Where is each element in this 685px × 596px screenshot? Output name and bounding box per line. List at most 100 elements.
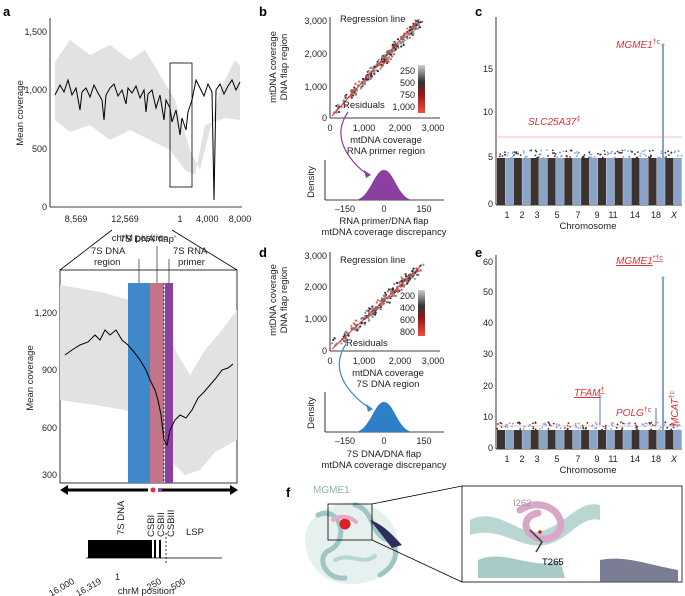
xtick: 11 [608,454,617,464]
panel-d-yticks: 3,000 2,000 1,000 0 [304,251,327,356]
xtick: 1,000 [353,123,376,133]
scatter-point [412,267,415,270]
chromosome-band [513,158,522,205]
xtick: 5 [554,454,559,464]
scatter-point [373,65,376,68]
panel-c-xticks: 1 2 3 5 7 9 11 14 18 X [504,210,678,220]
snp-point [601,428,603,431]
panel-d-xlabel-2: 7S DNA region [357,379,420,390]
snp-point [677,421,680,424]
map-label-7s-dna: 7S DNA [116,500,127,535]
chromosome-band [555,158,564,205]
snp-point [667,150,670,153]
snp-point [606,151,609,154]
snp-point [511,155,514,158]
scatter-point [365,74,368,77]
snp-point [561,154,563,157]
scatter-point [375,69,378,72]
ytick: 5 [488,152,493,162]
chromosome-band [530,158,539,205]
chromosome-band [606,430,615,449]
scatter-point [411,29,414,33]
snp-point [627,150,630,153]
snp-point [569,156,571,158]
snp-point [636,426,639,428]
scatter-point [347,334,350,337]
snp-point [566,427,569,430]
panel-b-ylabel-2: DNA flap region [279,34,290,101]
scatter-point [383,58,386,61]
chromosome-band [631,430,640,449]
snp-point [542,423,545,425]
chromosome-band [497,430,506,449]
xtick: X [670,454,678,464]
panel-e-hit-tfam: TFAM† [574,387,604,399]
panel-d-density-xlabel-1: 7S DNA/DNA flap [347,449,421,460]
panel-letter-a: a [3,4,11,19]
scatter-point [354,328,357,332]
coverage-line-top [54,78,241,201]
chromosome-band [614,158,623,205]
snp-point [547,428,550,430]
highlight-helix [331,514,358,524]
snp-point [555,423,558,426]
ytick: 2,000 [304,282,327,292]
snp-point [673,151,676,154]
ytick: 1,000 [304,314,327,324]
ytick: 3,000 [304,16,327,26]
sheet-ribbon [333,554,377,562]
scatter-point [410,276,413,279]
xtick: 1 [115,572,120,582]
inset-connector-top [371,485,463,505]
snp-point [538,153,541,156]
snp-point [590,153,593,156]
snp-point [532,427,535,430]
scatter-point [405,36,408,39]
xtick: 1,000 [353,356,376,366]
xtick: 14 [630,454,640,464]
scatter-point [405,282,409,285]
snp-point [534,421,537,424]
snp-point [575,155,578,158]
xtick: 3 [534,454,539,464]
scatter-point [390,51,394,54]
legend-tick: 250 [400,66,415,76]
snp-point [526,155,528,158]
snp-point [577,152,579,155]
chromosome-band [597,158,606,205]
scatter-point [386,290,389,293]
chromosome-band [623,158,632,205]
panel-a-zoom-plot: Mean coverage 1,200 900 600 300 7S DNA r… [25,234,238,484]
panel-e-manhattan [496,421,682,449]
protein-label: MGME1 [313,485,350,496]
scatter-point [353,86,356,89]
panel-b-yticks: 3,000 2,000 1,000 0 [304,16,327,123]
scatter-point [373,72,376,76]
snp-point [536,156,538,159]
ytick: 1,500 [24,27,47,37]
scatter-point [370,314,373,317]
snp-point [644,154,647,157]
chromosome-band [673,430,682,449]
panel-f: f MGME1 I262 T265 [286,485,683,585]
snp-point [582,426,584,428]
snp-point [594,427,597,430]
xtick: 18 [651,454,661,464]
xtick: 2,000 [389,123,412,133]
snp-point [621,149,624,152]
scatter-point [354,82,357,85]
primer-marker [158,488,162,492]
scatter-point [363,82,367,86]
residue-t265-label: T265 [542,557,564,568]
snp-point [512,422,514,425]
panel-d-regression-label: Regression line [340,255,405,266]
snp-point [657,156,659,159]
scatter-point [380,65,383,68]
snp-point [498,155,501,158]
panel-e-hit-mcat: MCAT†c [669,391,681,426]
snp-point [605,429,608,431]
scatter-point [396,289,399,292]
panel-d-ylabel-2: DNA flap region [279,267,290,334]
snp-point [556,156,559,159]
snp-point [601,156,604,159]
